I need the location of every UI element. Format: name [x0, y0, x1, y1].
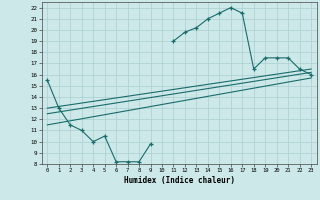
- X-axis label: Humidex (Indice chaleur): Humidex (Indice chaleur): [124, 176, 235, 185]
